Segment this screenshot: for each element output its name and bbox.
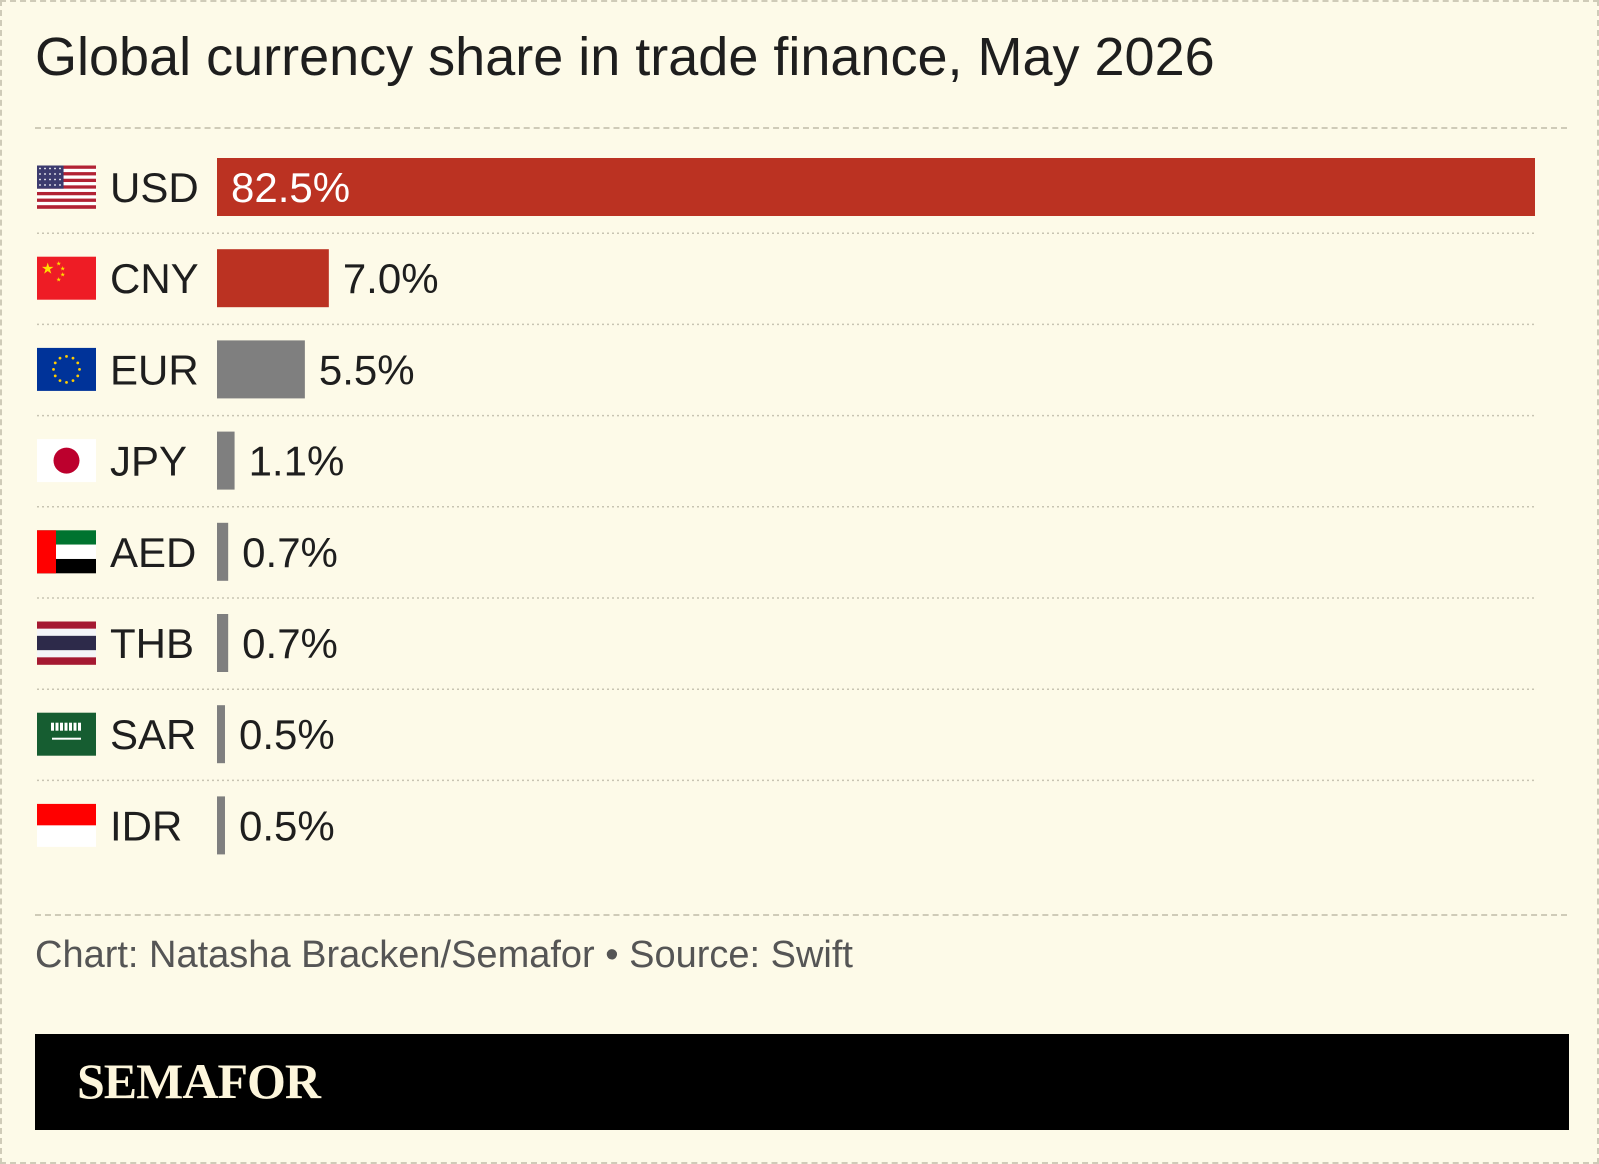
svg-text:★: ★ <box>41 260 54 278</box>
bar <box>217 796 225 855</box>
bar-chart: USD 82.5%★ ★★★★ CNY 7.0%EUR 5.5%JPY 1.1%AED 0.7… <box>37 158 1535 855</box>
data-label: 0.5% <box>239 802 335 849</box>
bar <box>217 431 235 490</box>
category-label: AED <box>110 529 196 576</box>
svg-text:★: ★ <box>56 261 61 268</box>
bar <box>217 340 305 399</box>
bar-row-sar: SAR 0.5% <box>37 705 1535 782</box>
saudi-flag-icon <box>37 712 96 756</box>
uae-flag-icon <box>37 530 96 574</box>
data-label: 0.5% <box>239 711 335 758</box>
bar <box>217 614 229 672</box>
chart-credit: Chart: Natasha Bracken/Semafor • Source:… <box>35 934 853 976</box>
bar <box>217 522 229 581</box>
us-flag-icon <box>37 165 96 209</box>
bar-row-eur: EUR 5.5% <box>37 340 1535 417</box>
bar-row-usd: USD 82.5% <box>37 158 1535 234</box>
bar-row-jpy: JPY 1.1% <box>37 431 1535 508</box>
semafor-logo: SEMAFOR <box>77 1053 321 1109</box>
data-label: 0.7% <box>242 529 338 576</box>
data-label: 7.0% <box>343 255 439 302</box>
category-label: SAR <box>110 711 196 758</box>
title-divider <box>35 127 1567 129</box>
data-label: 1.1% <box>249 438 345 485</box>
china-flag-icon: ★ ★★★★ <box>37 256 96 300</box>
category-label: EUR <box>110 346 199 393</box>
indonesia-flag-icon <box>37 803 96 847</box>
thailand-flag-icon <box>37 621 96 665</box>
category-label: JPY <box>110 438 187 485</box>
bar-row-idr: IDR 0.5% <box>37 796 335 855</box>
data-label: 0.7% <box>242 620 338 667</box>
eu-flag-icon <box>37 347 96 391</box>
data-label: 5.5% <box>319 346 415 393</box>
svg-text:★: ★ <box>60 272 65 279</box>
svg-text:★: ★ <box>56 277 61 284</box>
category-label: CNY <box>110 255 199 302</box>
category-label: IDR <box>110 802 182 849</box>
bar <box>217 705 225 764</box>
chart-title: Global currency share in trade finance, … <box>35 27 1215 87</box>
bar-row-cny: ★ ★★★★ CNY 7.0% <box>37 249 1535 326</box>
brand-bar: SEMAFOR <box>35 1034 1569 1130</box>
data-label: 82.5% <box>231 164 350 211</box>
bar <box>217 249 329 308</box>
category-label: THB <box>110 620 194 667</box>
bar-row-aed: AED 0.7% <box>37 522 1535 599</box>
bar <box>217 158 1535 216</box>
svg-text:★: ★ <box>60 266 65 273</box>
bar-row-thb: THB 0.7% <box>37 614 1535 690</box>
japan-flag-icon <box>37 439 96 483</box>
category-label: USD <box>110 164 199 211</box>
footer-divider <box>35 914 1567 916</box>
